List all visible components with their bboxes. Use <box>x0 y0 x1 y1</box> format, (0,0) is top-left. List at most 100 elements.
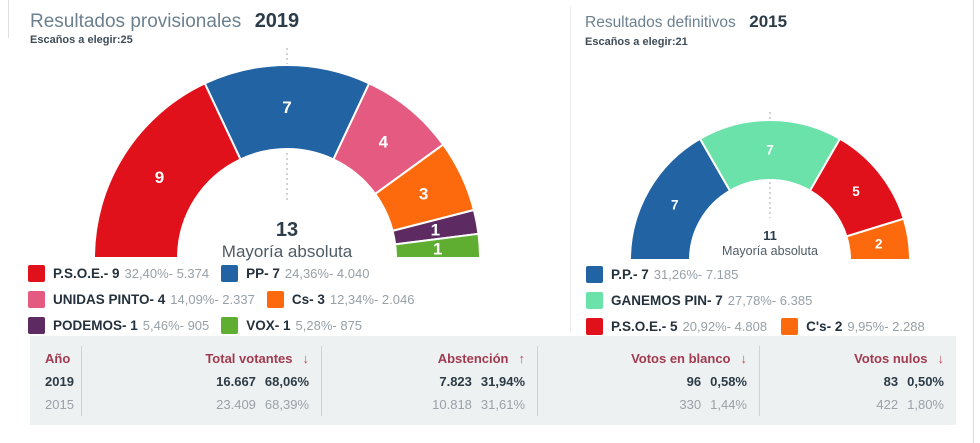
right-panel-header: Resultados definitivos 2015 <box>585 12 787 32</box>
segment-seat-count: 5 <box>852 184 860 199</box>
legend-party-label: P.S.O.E.- 5 <box>611 319 678 334</box>
votes-value: 330 <box>679 397 702 412</box>
legend-item-vox: VOX- 1 5,28%- 875 <box>221 317 362 334</box>
votes-value: 83 <box>883 374 899 389</box>
votes-value: 422 <box>876 397 899 412</box>
seats-arc-chart-2015: 7 7 5 2 <box>620 108 920 262</box>
table-row-2019-year: 2019 <box>30 370 82 393</box>
votes-pct: 31,94% <box>480 374 525 389</box>
right-panel-title: Resultados definitivos <box>585 14 736 31</box>
majority-value: 11 <box>763 228 777 243</box>
legend-swatch <box>781 318 799 335</box>
legend-item-pp: P.P.- 7 31,26%- 7.185 <box>586 266 738 283</box>
left-panel-year: 2019 <box>254 10 300 32</box>
header-label: Total votantes <box>205 350 293 366</box>
legend-party-detail: 31,26%- 7.185 <box>653 267 739 282</box>
table-header-ano: Año <box>30 346 82 370</box>
header-label: Año <box>45 350 71 366</box>
legend-party-detail: 24,36%- 4.040 <box>284 266 370 281</box>
table-row-2019-total-votantes: 16.667 68,06% <box>82 370 322 393</box>
table-row-2015-abstencion: 10.818 31,61% <box>322 393 538 416</box>
legend-2015: P.P.- 7 31,26%- 7.185 GANEMOS PIN- 7 27,… <box>586 266 972 335</box>
votes-pct: 0,50% <box>907 374 944 389</box>
votes-value: 7.823 <box>439 374 472 389</box>
table-header-votos-en-blanco: Votos en blanco ↓ <box>538 346 760 370</box>
legend-swatch <box>28 265 45 282</box>
legend-party-detail: 5,46%- 905 <box>142 318 210 333</box>
header-label: Abstención <box>437 350 509 366</box>
votes-pct: 31,61% <box>480 397 525 412</box>
legend-2019: P.S.O.E.- 9 32,40%- 5.374 PP- 7 24,36%- … <box>28 265 542 334</box>
majority-label: Mayoría absoluta <box>722 243 818 258</box>
segment-seat-count: 1 <box>433 240 442 259</box>
legend-swatch <box>221 317 239 334</box>
chart-segment-5[interactable] <box>394 232 482 259</box>
results-table: Año Total votantes ↓ Abstención ↑ Votos en… <box>30 336 956 425</box>
legend-party-label: VOX- 1 <box>246 318 291 333</box>
votes-pct: 0,58% <box>710 374 747 389</box>
majority-label: Mayoría absoluta <box>221 242 353 261</box>
legend-swatch <box>221 265 239 282</box>
legend-item-ganemos-pin: GANEMOS PIN- 7 27,78%- 6.385 <box>586 292 812 309</box>
table-row-2019-votos-nulos: 83 0,50% <box>760 370 956 393</box>
votes-pct: 68,39% <box>264 397 309 412</box>
legend-item-podemos: PODEMOS- 1 5,46%- 905 <box>28 317 209 334</box>
votes-pct: 1,80% <box>907 397 944 412</box>
segment-seat-count: 7 <box>766 143 774 158</box>
majority-callout-2015: 11 Mayoría absoluta <box>620 228 920 258</box>
legend-swatch <box>266 291 284 308</box>
majority-callout-2019: 13 Mayoría absoluta <box>77 219 497 262</box>
table-row-2019-votos-en-blanco: 96 0,58% <box>538 370 760 393</box>
majority-value: 13 <box>275 219 299 241</box>
votes-pct: 68,06% <box>264 374 309 389</box>
legend-party-detail: 14,09%- 2.337 <box>170 292 255 307</box>
segment-seat-count: 1 <box>431 221 440 240</box>
table-row-2015-year: 2015 <box>30 393 82 416</box>
trend-down-icon: ↓ <box>302 350 310 366</box>
votes-value: 10.818 <box>432 397 472 412</box>
legend-party-label: UNIDAS PINTO- 4 <box>53 292 166 307</box>
legend-party-detail: 5,28%- 875 <box>295 318 363 333</box>
legend-party-detail: 27,78%- 6.385 <box>727 293 813 308</box>
legend-item-psoe: P.S.O.E.- 5 20,92%- 4.808 <box>586 318 767 335</box>
legend-swatch <box>586 292 603 309</box>
table-header-abstencion: Abstención ↑ <box>322 346 538 370</box>
segment-seat-count: 7 <box>671 198 679 213</box>
legend-party-detail: 9,95%- 2.288 <box>847 319 925 334</box>
legend-item-cs: C's- 2 9,95%- 2.288 <box>781 318 925 335</box>
legend-item-pp: PP- 7 24,36%- 4.040 <box>221 265 369 282</box>
legend-party-detail: 20,92%- 4.808 <box>682 319 768 334</box>
legend-item-unidas-pinto: UNIDAS PINTO- 4 14,09%- 2.337 <box>28 291 255 308</box>
legend-party-detail: 12,34%- 2.046 <box>329 292 415 307</box>
legend-swatch <box>28 317 45 334</box>
legend-item-cs: Cs- 3 12,34%- 2.046 <box>266 291 415 308</box>
trend-down-icon: ↓ <box>740 350 748 366</box>
chart-segment-3[interactable] <box>845 217 912 261</box>
legend-party-label: PODEMOS- 1 <box>53 318 138 333</box>
right-panel-year: 2015 <box>749 12 788 31</box>
legend-party-label: P.S.O.E.- 9 <box>53 266 120 281</box>
left-panel-title: Resultados provisionales <box>30 11 242 32</box>
legend-party-label: P.P.- 7 <box>611 267 649 282</box>
left-panel-header: Resultados provisionales 2019 <box>30 10 299 33</box>
trend-up-icon: ↑ <box>518 350 526 366</box>
votes-pct: 1,44% <box>710 397 747 412</box>
segment-seat-count: 7 <box>282 98 291 117</box>
table-row-2019-abstencion: 7.823 31,94% <box>322 370 538 393</box>
trend-down-icon: ↓ <box>937 350 945 366</box>
legend-swatch <box>28 291 45 308</box>
panel-divider <box>570 6 571 332</box>
legend-swatch <box>586 266 603 283</box>
table-header-votos-nulos: Votos nulos ↓ <box>760 346 956 370</box>
right-seats-note: Escaños a elegir:21 <box>585 36 688 48</box>
votes-value: 16.667 <box>216 374 256 389</box>
segment-seat-count: 4 <box>379 133 389 152</box>
legend-swatch <box>586 318 603 335</box>
header-label: Votos en blanco <box>631 350 731 366</box>
year-value: 2019 <box>45 374 74 389</box>
right-border <box>973 0 974 443</box>
legend-party-label: C's- 2 <box>806 319 843 334</box>
legend-party-label: GANEMOS PIN- 7 <box>611 293 723 308</box>
